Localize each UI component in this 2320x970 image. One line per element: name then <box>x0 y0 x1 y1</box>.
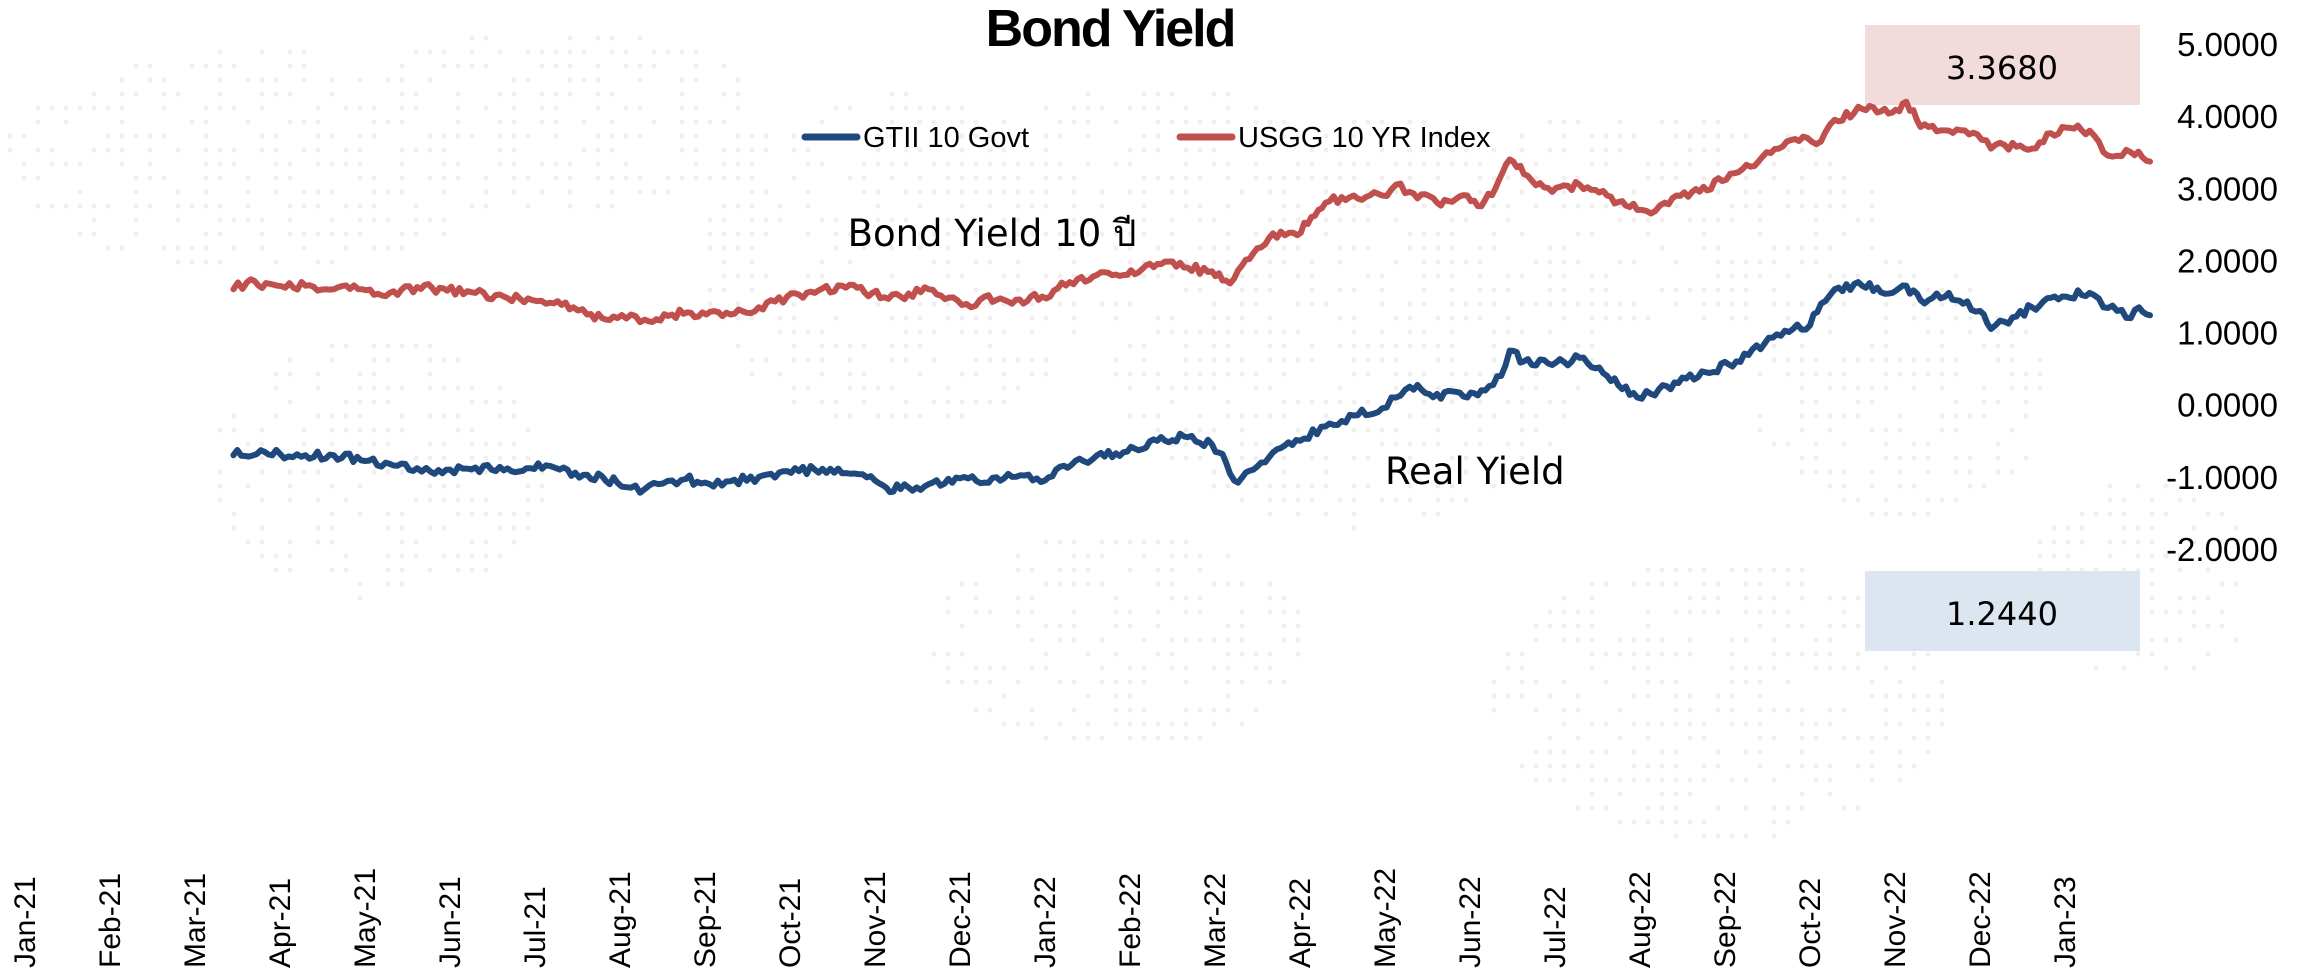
x-tick-label: Nov-21 <box>859 871 892 968</box>
last-value-boxes: 3.3680 1.2440 <box>1865 25 2140 651</box>
last-value-box: 3.3680 <box>1865 25 2140 105</box>
chart-annotation: Bond Yield 10 ปี <box>848 212 1137 255</box>
x-tick-label: Oct-22 <box>1794 878 1827 968</box>
last-value-label: 3.3680 <box>1946 49 2058 87</box>
world-map-dots-background <box>7 35 2239 839</box>
legend-label: USGG 10 YR Index <box>1238 122 1491 154</box>
x-tick-label: Nov-22 <box>1879 871 1912 968</box>
x-tick-label: Feb-21 <box>94 873 127 968</box>
x-tick-label: Apr-22 <box>1284 878 1317 968</box>
chart-title: Bond Yield <box>986 0 1235 58</box>
x-tick-label: Jun-21 <box>434 876 467 968</box>
x-tick-label: Jul-22 <box>1539 886 1572 968</box>
legend-item: GTII 10 Govt <box>801 122 1029 154</box>
legend: GTII 10 Govt USGG 10 YR Index <box>801 122 1491 154</box>
series-line <box>230 279 2153 496</box>
x-tick-label: Dec-22 <box>1964 871 1997 968</box>
x-tick-label: Mar-22 <box>1199 873 1232 968</box>
x-tick-label: Apr-21 <box>264 878 297 968</box>
x-tick-label: Sep-22 <box>1709 871 1742 968</box>
x-tick-label: Feb-22 <box>1114 873 1147 968</box>
y-tick-label: 3.0000 <box>2177 170 2278 207</box>
y-tick-label: 5.0000 <box>2177 26 2278 63</box>
x-tick-label: Sep-21 <box>689 871 722 968</box>
legend-item: USGG 10 YR Index <box>1176 122 1491 154</box>
x-tick-label: May-22 <box>1369 868 1402 968</box>
last-value-box: 1.2440 <box>1865 571 2140 651</box>
legend-label: GTII 10 Govt <box>863 122 1029 154</box>
y-tick-label: -2.0000 <box>2166 531 2278 568</box>
x-tick-label: Jun-22 <box>1454 876 1487 968</box>
annotations: Bond Yield 10 ปี Real Yield <box>848 212 1565 493</box>
last-value-label: 1.2440 <box>1946 595 2058 633</box>
y-tick-label: 1.0000 <box>2177 315 2278 352</box>
x-tick-label: Jan-22 <box>1029 876 1062 968</box>
x-axis: Jan-21 Feb-21 Mar-21 Apr-21 May-21 Jun-21 Jul-… <box>9 868 2082 968</box>
series-line <box>230 98 2153 326</box>
series-lines <box>230 98 2153 496</box>
x-tick-label: May-21 <box>349 868 382 968</box>
x-tick-label: Oct-21 <box>774 878 807 968</box>
last-value-box-bg <box>1865 25 2140 105</box>
chart-annotation: Real Yield <box>1385 450 1565 493</box>
x-tick-label: Aug-21 <box>604 871 637 968</box>
x-tick-label: Jan-23 <box>2049 876 2082 968</box>
x-tick-label: Jul-21 <box>519 886 552 968</box>
x-tick-label: Jan-21 <box>9 876 42 968</box>
x-tick-label: Mar-21 <box>179 873 212 968</box>
y-tick-label: 4.0000 <box>2177 98 2278 135</box>
x-tick-label: Aug-22 <box>1624 871 1657 968</box>
x-tick-label: Dec-21 <box>944 871 977 968</box>
y-tick-label: -1.0000 <box>2166 459 2278 496</box>
y-tick-label: 2.0000 <box>2177 242 2278 279</box>
y-axis: 5.0000 4.0000 3.0000 2.0000 1.0000 0.0000 -1.0… <box>2166 26 2278 568</box>
y-tick-label: 0.0000 <box>2177 387 2278 424</box>
last-value-box-bg <box>1865 571 2140 651</box>
